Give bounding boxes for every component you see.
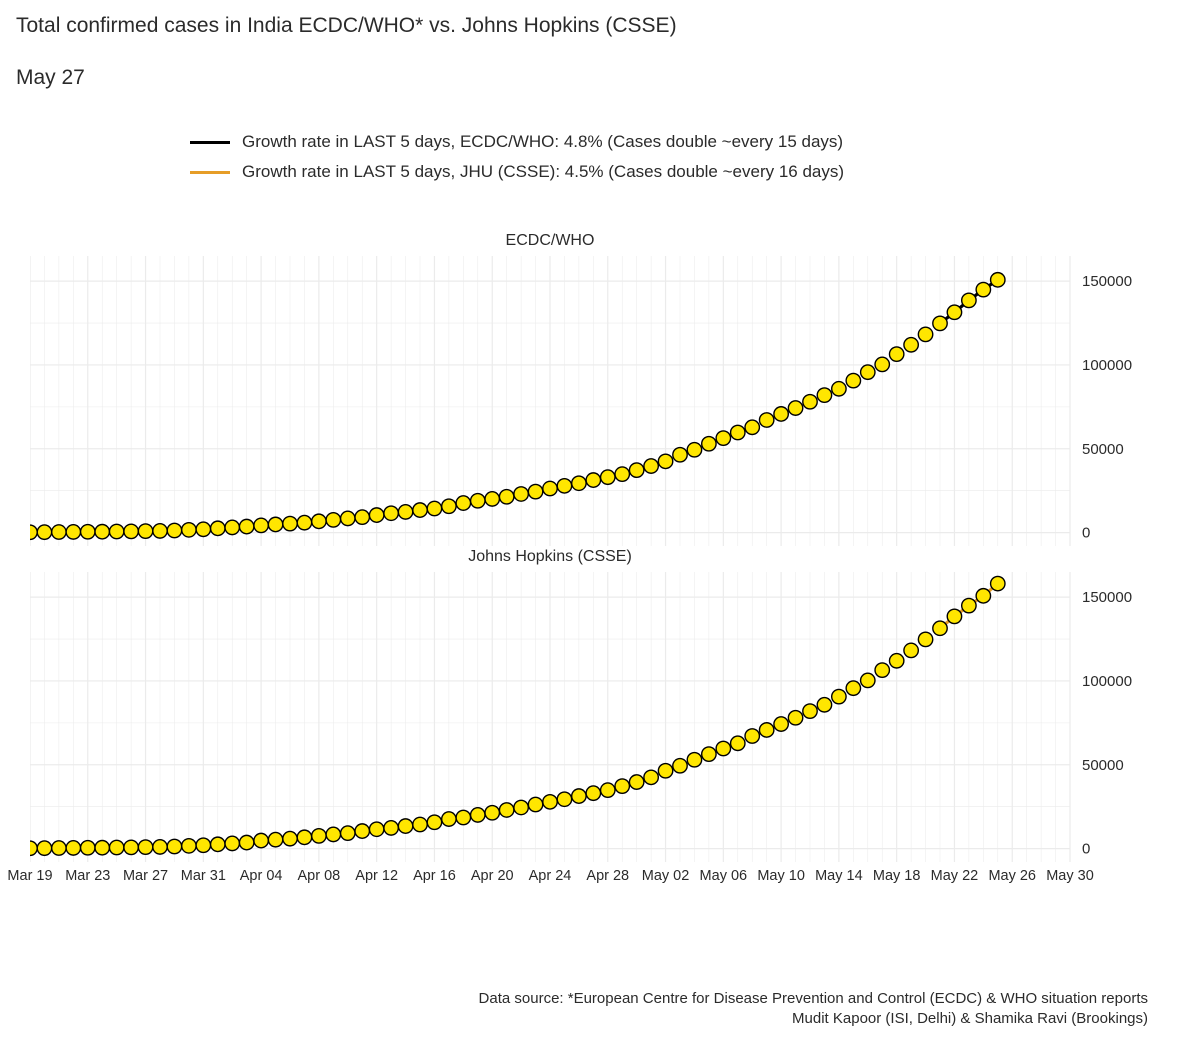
footer-authors: Mudit Kapoor (ISI, Delhi) & Shamika Ravi… (479, 1009, 1148, 1029)
legend-item-jhu: Growth rate in LAST 5 days, JHU (CSSE): … (190, 162, 1200, 182)
x-tick-label: Apr 08 (298, 868, 341, 884)
footer-source: Data source: *European Centre for Diseas… (479, 989, 1148, 1009)
legend-swatch-ecdc (190, 141, 230, 144)
x-tick-label: Mar 27 (123, 868, 168, 884)
panel-title-ecdc: ECDC/WHO (30, 232, 1070, 250)
y-tick-label: 100000 (1082, 673, 1132, 690)
x-tick-label: May 02 (642, 868, 690, 884)
x-tick-label: Apr 12 (355, 868, 398, 884)
chart-ecdc: 0 50000 100000 150000 (30, 256, 1160, 548)
chart-date: May 27 (0, 38, 1200, 90)
x-tick-label: Apr 16 (413, 868, 456, 884)
chart-title: Total confirmed cases in India ECDC/WHO*… (0, 0, 1200, 38)
x-tick-label: Mar 19 (7, 868, 52, 884)
x-tick-label: May 26 (988, 868, 1036, 884)
y-tick-label: 50000 (1082, 441, 1124, 458)
x-tick-label: May 22 (931, 868, 979, 884)
x-tick-label: Apr 04 (240, 868, 283, 884)
x-tick-label: Mar 31 (181, 868, 226, 884)
y-tick-label: 0 (1082, 841, 1090, 858)
x-tick-label: May 10 (757, 868, 805, 884)
chart-jhu: 0 50000 100000 150000 (30, 572, 1160, 864)
legend-item-ecdc: Growth rate in LAST 5 days, ECDC/WHO: 4.… (190, 132, 1200, 152)
panel-ecdc: ECDC/WHO 0 50000 100000 150000 (30, 232, 1200, 548)
y-tick-label: 150000 (1082, 273, 1132, 290)
x-tick-label: Apr 24 (529, 868, 572, 884)
legend-swatch-jhu (190, 171, 230, 174)
x-tick-label: May 18 (873, 868, 921, 884)
panel-jhu: Johns Hopkins (CSSE) 0 50000 100000 150000 (30, 548, 1200, 864)
panel-title-jhu: Johns Hopkins (CSSE) (30, 548, 1070, 566)
y-tick-label: 0 (1082, 525, 1090, 542)
chart-panels: ECDC/WHO050000100000150000Johns Hopkins … (0, 232, 1200, 864)
y-tick-label: 100000 (1082, 357, 1132, 374)
x-tick-label: Apr 28 (586, 868, 629, 884)
footer-credits: Data source: *European Centre for Diseas… (479, 989, 1148, 1030)
y-tick-label: 50000 (1082, 757, 1124, 774)
x-tick-label: Apr 20 (471, 868, 514, 884)
x-tick-label: May 06 (700, 868, 748, 884)
x-tick-label: Mar 23 (65, 868, 110, 884)
x-tick-label: May 14 (815, 868, 863, 884)
legend-label-jhu: Growth rate in LAST 5 days, JHU (CSSE): … (242, 162, 844, 182)
x-tick-label: May 30 (1046, 868, 1094, 884)
legend: Growth rate in LAST 5 days, ECDC/WHO: 4.… (190, 132, 1200, 182)
legend-label-ecdc: Growth rate in LAST 5 days, ECDC/WHO: 4.… (242, 132, 843, 152)
y-tick-label: 150000 (1082, 589, 1132, 606)
